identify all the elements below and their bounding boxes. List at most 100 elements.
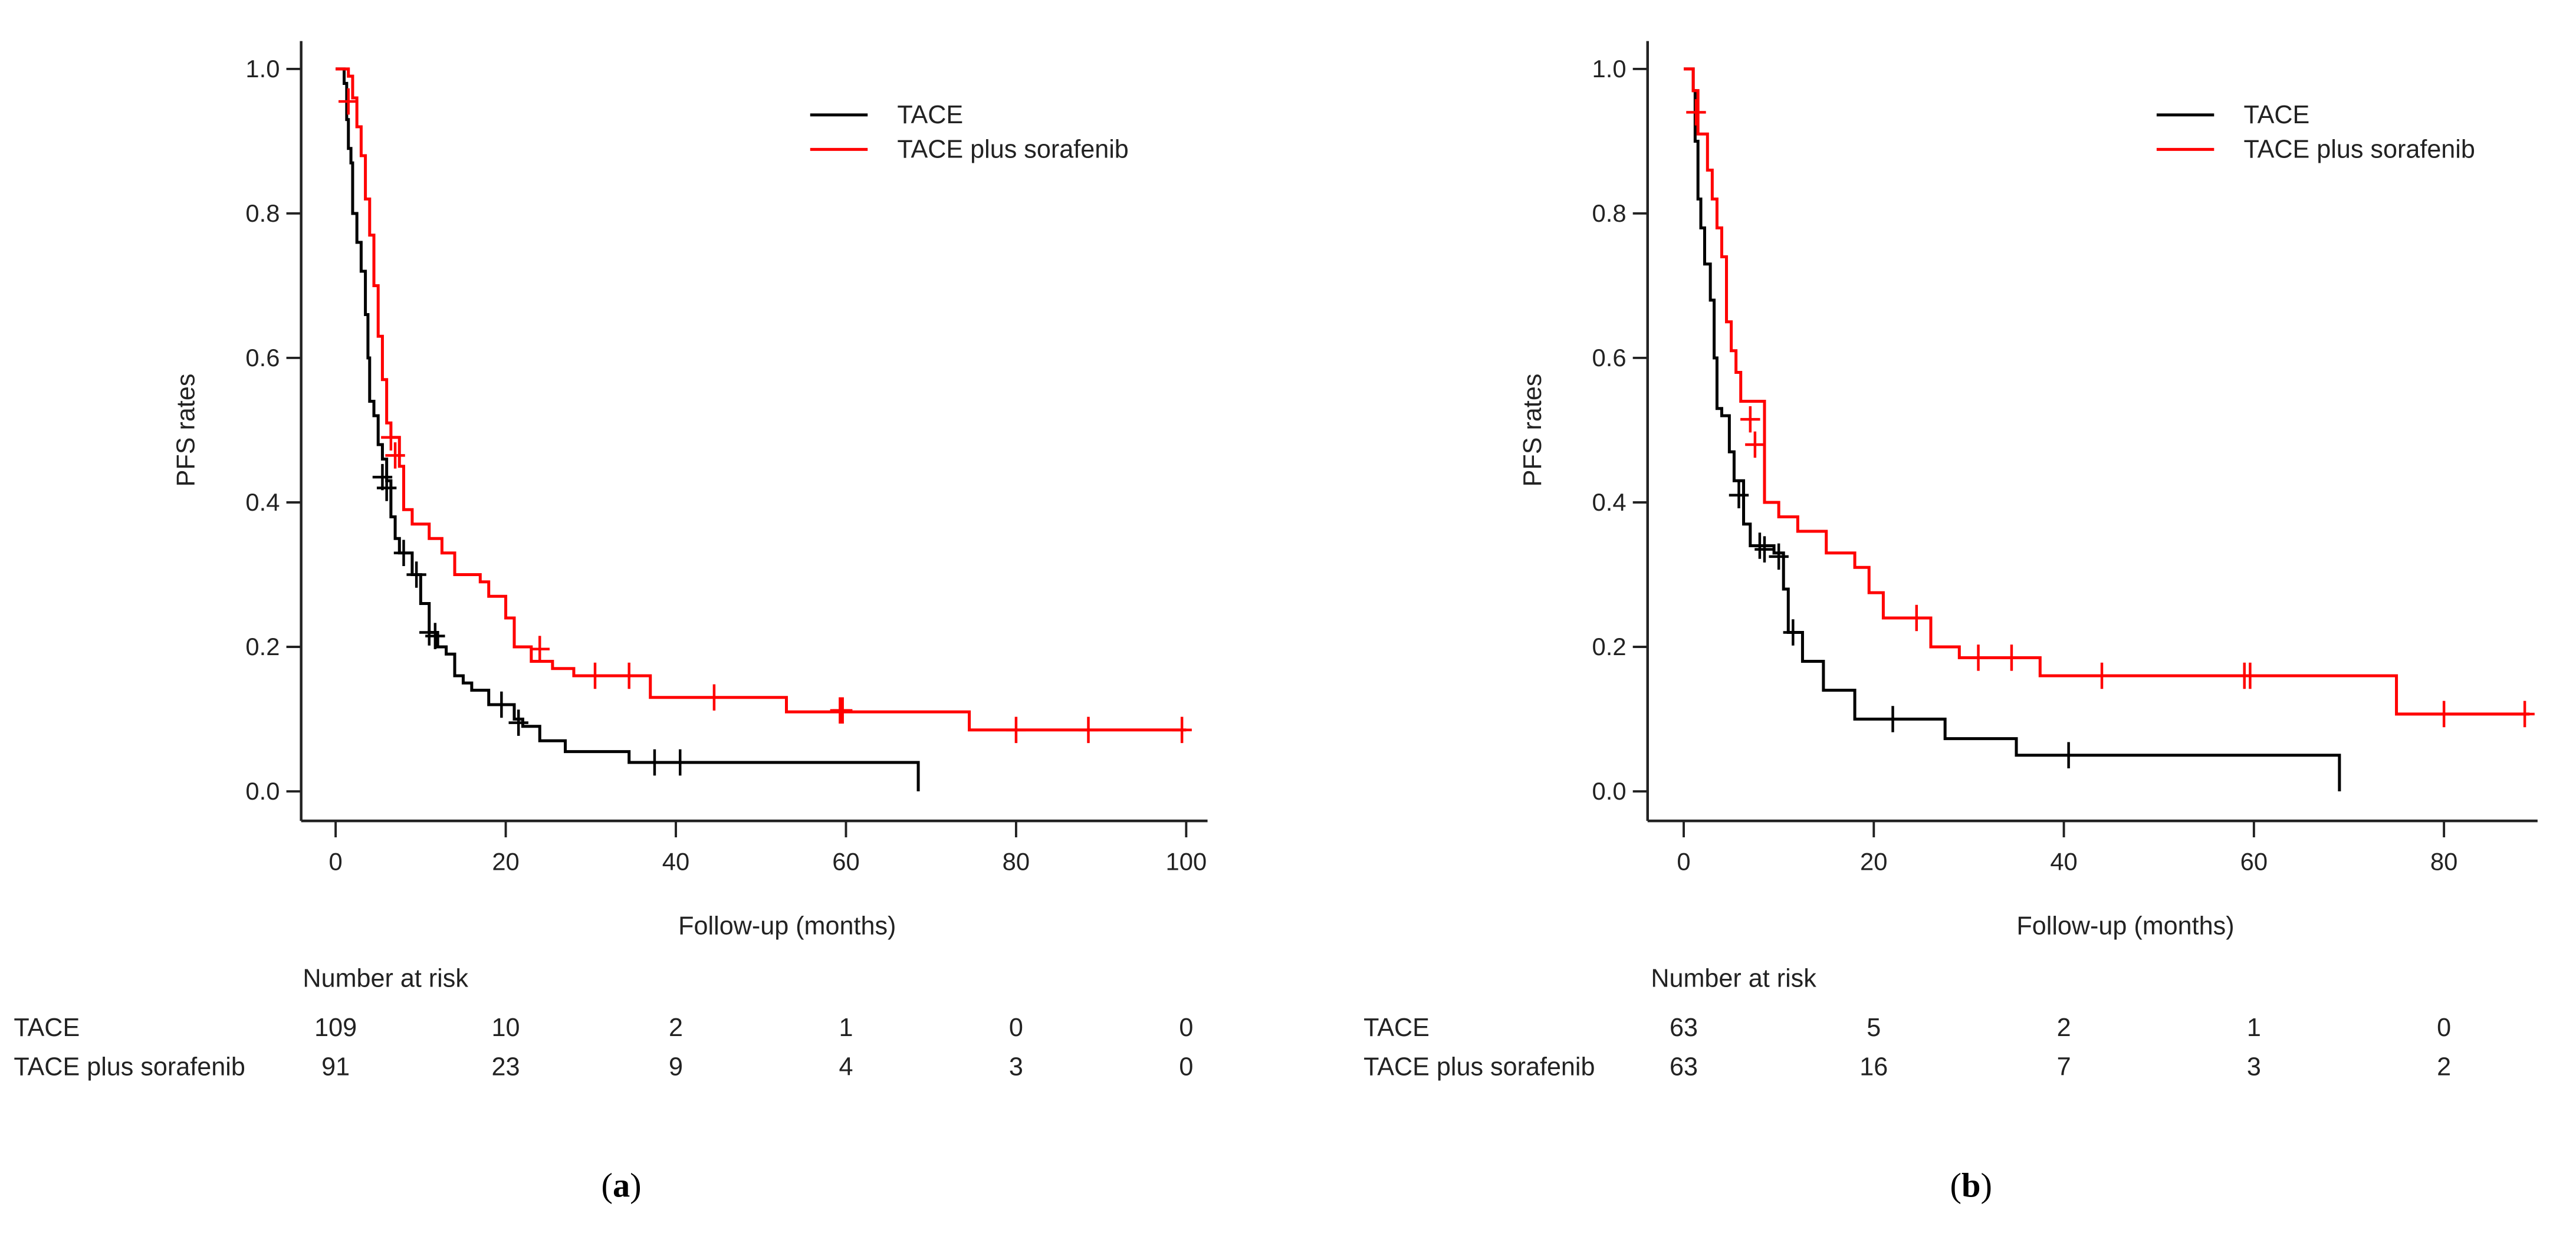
risk-table-value: 0 — [1009, 1014, 1023, 1042]
risk-table-title: Number at risk — [1651, 964, 1816, 992]
x-tick-label: 60 — [2240, 848, 2268, 876]
censor-mark — [1172, 716, 1192, 744]
legend-label: TACE — [2243, 101, 2309, 129]
y-tick-label: 0.2 — [1592, 633, 1627, 660]
censor-mark — [381, 424, 401, 451]
censor-mark — [2058, 742, 2079, 769]
censor-mark — [832, 697, 853, 724]
y-tick-label: 0.6 — [245, 344, 280, 371]
risk-table-value: 1 — [2247, 1014, 2261, 1042]
risk-table-value: 0 — [1179, 1053, 1193, 1081]
risk-table-value: 1 — [839, 1014, 853, 1042]
censor-mark — [2434, 701, 2454, 728]
censor-mark — [704, 684, 724, 711]
censor-mark — [1750, 532, 1770, 559]
risk-table-value: 0 — [1179, 1014, 1193, 1042]
censor-mark — [670, 749, 690, 776]
censor-mark — [1745, 431, 1765, 458]
y-tick-label: 0.6 — [1592, 344, 1627, 371]
risk-table-row-label: TACE — [1363, 1014, 1430, 1042]
survival-curve-tace-plus-sorafenib — [1684, 67, 2530, 716]
y-tick-label: 0.4 — [245, 488, 280, 516]
censor-mark — [1882, 706, 1903, 732]
risk-table-value: 23 — [492, 1053, 520, 1081]
censor-mark — [1729, 482, 1749, 509]
risk-table-value: 0 — [2437, 1014, 2451, 1042]
legend-label: TACE plus sorafenib — [897, 135, 1128, 163]
risk-table-value: 3 — [2247, 1053, 2261, 1081]
x-tick-label: 0 — [328, 848, 342, 876]
censor-mark — [1078, 716, 1099, 744]
censor-mark — [339, 88, 359, 115]
survival-curve-tace — [336, 67, 920, 792]
censor-mark — [619, 662, 639, 689]
y-axis-label: PFS rates — [1519, 374, 1547, 487]
x-tick-label: 80 — [2430, 848, 2457, 876]
caption-letter: a — [613, 1166, 630, 1205]
chart-panel-a: 0.00.20.40.60.81.00 20 40 60 80 100Follow-up … — [14, 41, 1208, 1205]
censor-mark — [645, 749, 665, 776]
y-tick-label: 0.0 — [1592, 777, 1627, 805]
x-tick-label: 0 — [1677, 848, 1690, 876]
risk-table-value: 2 — [669, 1014, 683, 1042]
censor-mark — [1769, 543, 1789, 570]
y-axis-label: PFS rates — [172, 374, 201, 487]
y-tick-label: 0.2 — [245, 633, 280, 660]
risk-table-value: 4 — [839, 1053, 853, 1081]
risk-table-value: 109 — [314, 1014, 357, 1042]
risk-table-row-label: TACE plus sorafenib — [14, 1053, 245, 1081]
panel-caption: (b) — [1950, 1166, 1993, 1205]
risk-table-value: 10 — [492, 1014, 520, 1042]
risk-table-value: 7 — [2057, 1053, 2071, 1081]
y-tick-label: 1.0 — [245, 55, 280, 83]
legend-label: TACE plus sorafenib — [2243, 135, 2475, 163]
y-tick-label: 1.0 — [1592, 55, 1627, 83]
risk-table-value: 63 — [1670, 1053, 1698, 1081]
legend-label: TACE — [897, 101, 963, 129]
survival-curve-tace-plus-sorafenib — [336, 67, 1187, 732]
censor-mark — [530, 636, 550, 662]
risk-table-row-label: TACE — [14, 1014, 80, 1042]
risk-table-value: 2 — [2437, 1053, 2451, 1081]
risk-table-row-label: TACE plus sorafenib — [1363, 1053, 1595, 1081]
censor-mark — [491, 691, 512, 718]
risk-table-value: 2 — [2057, 1014, 2071, 1042]
caption-paren: ( — [601, 1166, 612, 1205]
censor-mark — [1686, 99, 1706, 126]
censor-mark — [1754, 536, 1775, 563]
censor-mark — [1006, 716, 1026, 744]
risk-table-title: Number at risk — [303, 964, 468, 992]
x-axis-label: Follow-up (months) — [2016, 912, 2234, 940]
censor-mark — [1783, 619, 1803, 646]
y-tick-label: 0.8 — [1592, 199, 1627, 227]
survival-curve-tace — [1684, 67, 2341, 792]
x-tick-label: 20 — [1860, 848, 1887, 876]
caption-paren: ) — [630, 1166, 641, 1205]
x-tick-label: 40 — [662, 848, 689, 876]
y-tick-label: 0.0 — [245, 777, 280, 805]
censor-mark — [376, 475, 397, 501]
x-axis-label: Follow-up (months) — [678, 912, 896, 940]
panel-caption: (a) — [601, 1166, 641, 1205]
risk-table-value: 5 — [1867, 1014, 1881, 1042]
risk-table-value: 3 — [1009, 1053, 1023, 1081]
y-tick-label: 0.8 — [245, 199, 280, 227]
censor-mark — [1968, 645, 1989, 671]
risk-table-value: 16 — [1859, 1053, 1888, 1081]
censor-mark — [1907, 604, 1927, 632]
caption-paren: ) — [1981, 1166, 1992, 1205]
risk-table-value: 9 — [669, 1053, 683, 1081]
censor-mark — [406, 561, 426, 588]
x-tick-label: 100 — [1166, 848, 1207, 876]
censor-mark — [425, 623, 445, 649]
x-tick-label: 60 — [832, 848, 859, 876]
censor-mark — [372, 463, 393, 491]
risk-table-value: 63 — [1670, 1014, 1698, 1042]
x-tick-label: 20 — [492, 848, 519, 876]
censor-mark — [393, 540, 414, 567]
censor-mark — [585, 662, 605, 689]
caption-letter: b — [1961, 1166, 1981, 1205]
censor-mark — [508, 709, 528, 736]
